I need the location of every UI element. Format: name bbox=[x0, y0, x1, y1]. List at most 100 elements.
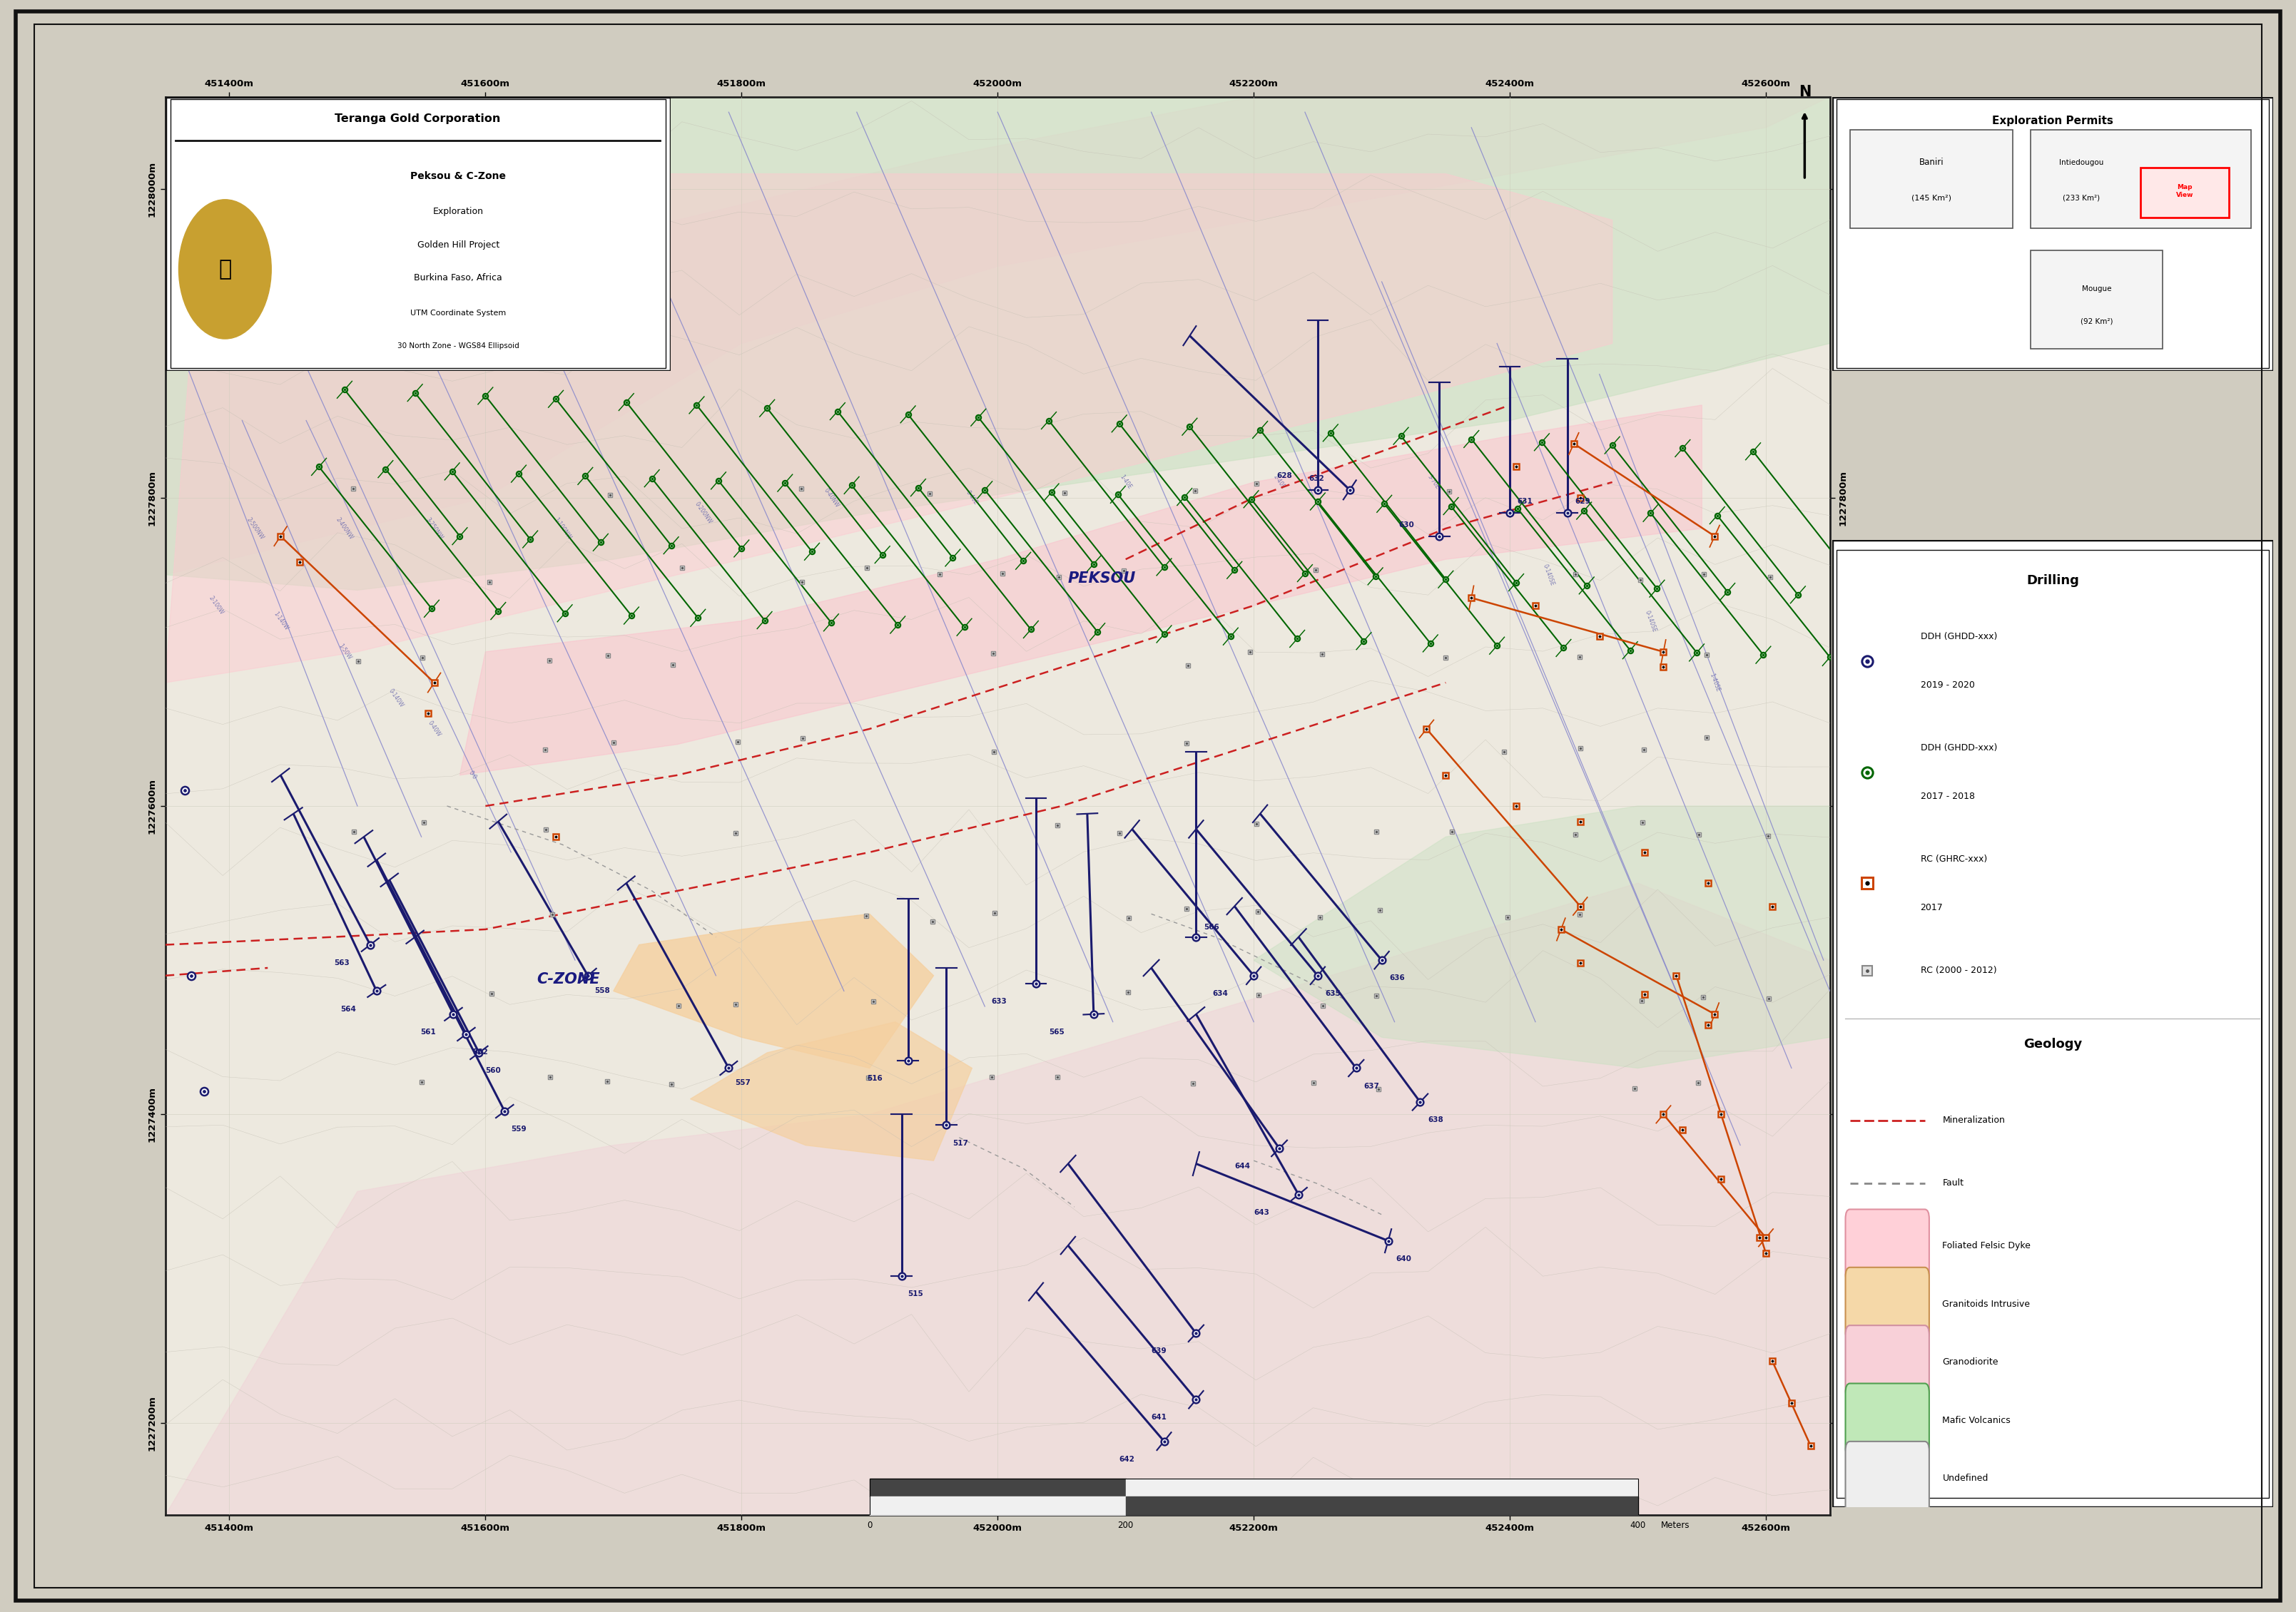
Text: 🦁: 🦁 bbox=[218, 260, 232, 279]
Text: 1-50W: 1-50W bbox=[338, 643, 351, 661]
Text: 638: 638 bbox=[1428, 1117, 1444, 1124]
Text: (145 Km²): (145 Km²) bbox=[1910, 195, 1952, 202]
Polygon shape bbox=[691, 1022, 971, 1161]
Text: 636: 636 bbox=[1389, 975, 1405, 982]
Text: 2019 - 2020: 2019 - 2020 bbox=[1919, 680, 1975, 690]
Text: DDH (GHDD-xxx): DDH (GHDD-xxx) bbox=[1919, 632, 1998, 642]
Text: Granitoids Intrusive: Granitoids Intrusive bbox=[1942, 1299, 2030, 1309]
Text: Meters: Meters bbox=[1660, 1520, 1690, 1530]
FancyBboxPatch shape bbox=[1846, 1325, 1929, 1399]
Text: 630: 630 bbox=[1398, 521, 1414, 529]
Text: 2-100W: 2-100W bbox=[209, 595, 225, 616]
Text: Undefined: Undefined bbox=[1942, 1473, 1988, 1483]
Bar bbox=[2030, 129, 2250, 229]
Text: 639: 639 bbox=[1150, 1348, 1166, 1354]
Polygon shape bbox=[613, 914, 934, 1069]
Text: Mafic Volcanics: Mafic Volcanics bbox=[1942, 1415, 2011, 1425]
Text: 563: 563 bbox=[335, 959, 349, 966]
Text: Foliated Felsic Dyke: Foliated Felsic Dyke bbox=[1942, 1241, 2030, 1251]
Text: 559: 559 bbox=[512, 1125, 526, 1133]
Text: Fault: Fault bbox=[1942, 1178, 1963, 1188]
Text: 1-40SE: 1-40SE bbox=[1708, 672, 1722, 693]
FancyBboxPatch shape bbox=[170, 100, 666, 368]
Text: 0-0: 0-0 bbox=[468, 769, 478, 780]
Text: Mineralization: Mineralization bbox=[1942, 1116, 2004, 1125]
Text: 634: 634 bbox=[1212, 990, 1228, 998]
Text: 515: 515 bbox=[907, 1291, 923, 1298]
Text: 631: 631 bbox=[1518, 498, 1534, 505]
Text: Teranga Gold Corporation: Teranga Gold Corporation bbox=[335, 113, 501, 124]
Text: 628: 628 bbox=[1277, 472, 1293, 479]
Text: 643: 643 bbox=[1254, 1209, 1270, 1215]
Text: Geology: Geology bbox=[2023, 1038, 2082, 1051]
FancyBboxPatch shape bbox=[165, 97, 670, 371]
Text: 1-100NW: 1-100NW bbox=[553, 516, 572, 540]
Text: RC (2000 - 2012): RC (2000 - 2012) bbox=[1919, 966, 1998, 975]
Text: PEKSOU: PEKSOU bbox=[1068, 571, 1137, 585]
Text: Baniri: Baniri bbox=[1919, 158, 1945, 168]
Text: 635: 635 bbox=[1325, 990, 1341, 998]
Text: Intiedougou: Intiedougou bbox=[2060, 160, 2103, 166]
Text: 0-200NW: 0-200NW bbox=[693, 501, 714, 526]
Text: UTM Coordinate System: UTM Coordinate System bbox=[411, 310, 505, 318]
Text: 0-40W: 0-40W bbox=[427, 721, 441, 738]
FancyBboxPatch shape bbox=[1837, 550, 2268, 1498]
Text: RC (GHRC-xxx): RC (GHRC-xxx) bbox=[1919, 854, 1986, 864]
Text: Burkina Faso, Africa: Burkina Faso, Africa bbox=[413, 272, 503, 282]
Text: 644: 644 bbox=[1235, 1162, 1251, 1170]
Text: Exploration Permits: Exploration Permits bbox=[1993, 116, 2112, 127]
Text: 633: 633 bbox=[992, 998, 1006, 1004]
Text: 517: 517 bbox=[953, 1140, 969, 1146]
Polygon shape bbox=[165, 97, 1830, 590]
Text: Peksou & C-Zone: Peksou & C-Zone bbox=[411, 171, 505, 181]
Text: 0-140SE: 0-140SE bbox=[1644, 609, 1658, 632]
FancyBboxPatch shape bbox=[1832, 540, 2273, 1507]
Text: 565: 565 bbox=[1049, 1028, 1065, 1035]
Text: 1-140W: 1-140W bbox=[271, 611, 289, 632]
Polygon shape bbox=[459, 405, 1701, 775]
Bar bbox=[2140, 168, 2229, 218]
Text: 562: 562 bbox=[473, 1048, 489, 1056]
Circle shape bbox=[179, 200, 271, 339]
Text: 2-500NW: 2-500NW bbox=[246, 516, 264, 540]
Text: 200: 200 bbox=[1118, 1520, 1134, 1530]
Text: 3-250NW: 3-250NW bbox=[425, 516, 443, 540]
Text: Mougue: Mougue bbox=[2082, 285, 2112, 292]
Polygon shape bbox=[1254, 806, 1830, 1069]
Text: 0-140SE: 0-140SE bbox=[1541, 563, 1554, 587]
Text: 0-140W: 0-140W bbox=[388, 688, 404, 709]
FancyBboxPatch shape bbox=[1832, 97, 2273, 371]
Text: 642: 642 bbox=[1118, 1456, 1134, 1462]
Text: 564: 564 bbox=[340, 1006, 356, 1012]
Text: 2017 - 2018: 2017 - 2018 bbox=[1919, 791, 1975, 801]
Text: 561: 561 bbox=[420, 1028, 436, 1035]
Text: 558: 558 bbox=[595, 987, 611, 995]
Polygon shape bbox=[165, 883, 1830, 1515]
Text: N: N bbox=[1798, 85, 1812, 98]
Text: 2-40E: 2-40E bbox=[1272, 474, 1286, 490]
Text: Drilling: Drilling bbox=[2027, 574, 2078, 587]
Polygon shape bbox=[165, 97, 1830, 575]
Text: 0-40E: 0-40E bbox=[964, 490, 978, 506]
Text: 0: 0 bbox=[868, 1520, 872, 1530]
Text: 629: 629 bbox=[1575, 498, 1591, 505]
Text: (233 Km²): (233 Km²) bbox=[2062, 195, 2101, 202]
Text: Exploration: Exploration bbox=[434, 208, 484, 216]
Text: Golden Hill Project: Golden Hill Project bbox=[418, 240, 501, 250]
Text: 637: 637 bbox=[1364, 1083, 1380, 1090]
Text: 560: 560 bbox=[484, 1067, 501, 1074]
Text: 516: 516 bbox=[868, 1075, 882, 1082]
Text: 400: 400 bbox=[1630, 1520, 1646, 1530]
Text: (92 Km²): (92 Km²) bbox=[2080, 318, 2112, 326]
Bar bbox=[2030, 250, 2163, 348]
Text: 3-70E: 3-70E bbox=[1426, 474, 1440, 490]
Text: 2017: 2017 bbox=[1919, 903, 1942, 912]
Polygon shape bbox=[165, 174, 1612, 682]
Text: Granodiorite: Granodiorite bbox=[1942, 1357, 1998, 1367]
Text: 641: 641 bbox=[1150, 1414, 1166, 1422]
Text: 566: 566 bbox=[1203, 924, 1219, 930]
Text: 632: 632 bbox=[1309, 476, 1325, 482]
Text: 640: 640 bbox=[1396, 1256, 1412, 1262]
FancyBboxPatch shape bbox=[1846, 1209, 1929, 1283]
Bar bbox=[1851, 129, 2014, 229]
